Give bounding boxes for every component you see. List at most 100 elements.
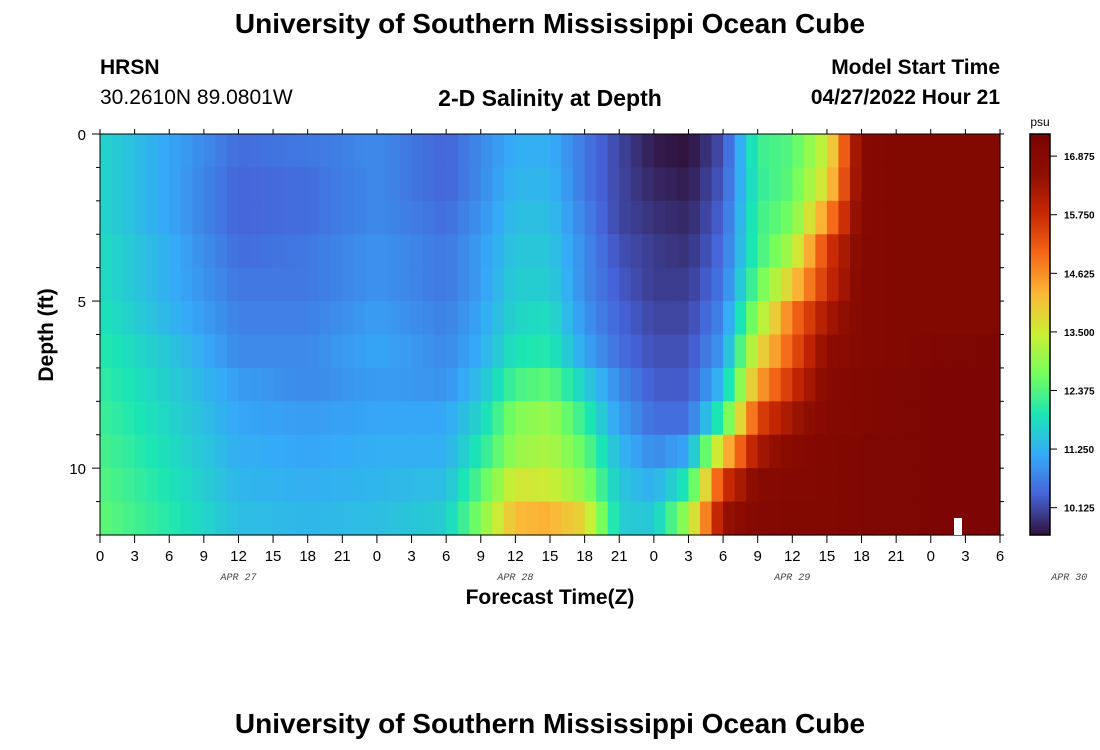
heatmap-cell: [769, 401, 782, 436]
heatmap-cell: [503, 301, 516, 336]
heatmap-cell: [100, 468, 113, 503]
x-tick-label: 15: [265, 548, 282, 565]
heatmap-cell: [907, 367, 920, 402]
heatmap-cell: [226, 501, 240, 536]
heatmap-cell: [700, 167, 713, 202]
heatmap-cell: [976, 234, 990, 269]
x-tick-label: 21: [888, 548, 905, 565]
heatmap-cell: [538, 367, 551, 402]
heatmap-cell: [492, 267, 505, 302]
heatmap-cell: [480, 200, 493, 235]
heatmap-cell: [711, 434, 724, 469]
heatmap-cell: [573, 501, 586, 536]
heatmap-cell: [734, 401, 747, 436]
heatmap-cell: [388, 334, 401, 369]
heatmap-cell: [596, 301, 609, 336]
heatmap-cell: [457, 234, 470, 269]
heatmap-cell: [342, 134, 355, 169]
heatmap-cell: [215, 301, 228, 336]
heatmap-cell: [838, 367, 851, 402]
heatmap-cell: [526, 401, 540, 436]
heatmap-cell: [157, 501, 170, 536]
heatmap-cell: [146, 367, 159, 402]
heatmap-cell: [873, 134, 886, 169]
heatmap-cell: [803, 501, 816, 536]
heatmap-cell: [134, 367, 147, 402]
heatmap-cell: [884, 267, 897, 302]
heatmap-cell: [873, 434, 886, 469]
heatmap-cell: [169, 134, 182, 169]
heatmap-cell: [884, 334, 897, 369]
heatmap-cell: [434, 200, 447, 235]
heatmap-cell: [330, 401, 343, 436]
heatmap-cell: [215, 501, 228, 536]
heatmap-cell: [850, 301, 863, 336]
heatmap-cell: [100, 234, 113, 269]
heatmap-cell: [400, 334, 413, 369]
heatmap-cell: [653, 234, 666, 269]
heatmap-cell: [503, 367, 516, 402]
heatmap-cell: [861, 401, 874, 436]
heatmap-cell: [619, 468, 632, 503]
heatmap-cell: [584, 267, 597, 302]
heatmap-cell: [838, 267, 851, 302]
heatmap-cell: [584, 301, 597, 336]
colorbar-tick-label: 16.875: [1064, 152, 1095, 163]
heatmap-cell: [423, 267, 436, 302]
heatmap-cell: [930, 434, 943, 469]
heatmap-cell: [215, 267, 228, 302]
heatmap-cell: [515, 434, 528, 469]
heatmap-cell: [134, 200, 147, 235]
heatmap-cell: [492, 234, 505, 269]
heatmap-cell: [226, 468, 240, 503]
heatmap-cell: [607, 401, 620, 436]
heatmap-cell: [815, 267, 828, 302]
heatmap-cell: [584, 167, 597, 202]
heatmap-cell: [780, 334, 793, 369]
heatmap-cell: [792, 301, 805, 336]
heatmap-cell: [157, 134, 170, 169]
heatmap-cell: [457, 401, 470, 436]
heatmap-cell: [400, 167, 413, 202]
heatmap-cell: [988, 468, 1001, 503]
heatmap-cell: [307, 200, 320, 235]
colorbar-tick-label: 11.250: [1064, 445, 1094, 456]
heatmap-cell: [596, 501, 609, 536]
heatmap-cell: [134, 167, 147, 202]
heatmap-cell: [365, 134, 378, 169]
heatmap-cell: [215, 234, 228, 269]
heatmap-cell: [850, 401, 863, 436]
heatmap-cell: [688, 401, 701, 436]
heatmap-cell: [723, 434, 736, 469]
heatmap-cell: [884, 367, 897, 402]
heatmap-cell: [492, 301, 505, 336]
heatmap-cell: [538, 200, 551, 235]
heatmap-cell: [619, 134, 632, 169]
x-date-label: APR 30: [1050, 573, 1087, 584]
y-axis-label: Depth (ft): [35, 288, 58, 381]
x-tick-label: 0: [373, 548, 381, 565]
heatmap-cell: [838, 134, 851, 169]
heatmap-cell: [734, 167, 747, 202]
heatmap-cell: [734, 234, 747, 269]
heatmap-cell: [538, 234, 551, 269]
heatmap-cell: [457, 167, 470, 202]
heatmap-cell: [757, 301, 770, 336]
heatmap-cell: [146, 267, 159, 302]
heatmap-cell: [134, 468, 147, 503]
x-tick-label: 6: [996, 548, 1004, 565]
heatmap-cell: [238, 200, 251, 235]
heatmap-cell: [365, 367, 378, 402]
heatmap-cell: [850, 167, 863, 202]
y-tick-label: 5: [78, 294, 86, 311]
heatmap-cell: [550, 200, 563, 235]
heatmap-cell: [238, 167, 251, 202]
heatmap-cell: [411, 334, 424, 369]
heatmap-cell: [942, 134, 955, 169]
heatmap-cell: [353, 301, 366, 336]
heatmap-cell: [342, 267, 355, 302]
heatmap-cell: [330, 367, 343, 402]
heatmap-cell: [584, 401, 597, 436]
heatmap-cell: [492, 167, 505, 202]
heatmap-cell: [815, 401, 828, 436]
